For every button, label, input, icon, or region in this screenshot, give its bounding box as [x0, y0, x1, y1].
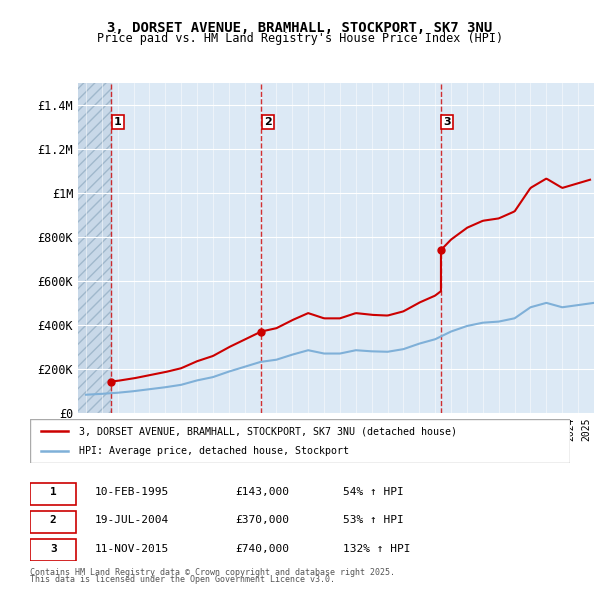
Text: 10-FEB-1995: 10-FEB-1995 — [95, 487, 169, 497]
Text: 53% ↑ HPI: 53% ↑ HPI — [343, 515, 404, 525]
Text: 3: 3 — [443, 117, 451, 127]
Text: 132% ↑ HPI: 132% ↑ HPI — [343, 543, 410, 553]
Bar — [78, 83, 112, 413]
Text: 3, DORSET AVENUE, BRAMHALL, STOCKPORT, SK7 3NU (detached house): 3, DORSET AVENUE, BRAMHALL, STOCKPORT, S… — [79, 427, 457, 436]
Text: 1: 1 — [50, 487, 56, 497]
Text: 2: 2 — [50, 515, 56, 525]
FancyBboxPatch shape — [30, 419, 570, 463]
Text: HPI: Average price, detached house, Stockport: HPI: Average price, detached house, Stoc… — [79, 446, 349, 455]
FancyBboxPatch shape — [30, 539, 76, 562]
Text: Price paid vs. HM Land Registry's House Price Index (HPI): Price paid vs. HM Land Registry's House … — [97, 32, 503, 45]
Text: 54% ↑ HPI: 54% ↑ HPI — [343, 487, 404, 497]
Text: 3, DORSET AVENUE, BRAMHALL, STOCKPORT, SK7 3NU: 3, DORSET AVENUE, BRAMHALL, STOCKPORT, S… — [107, 21, 493, 35]
Text: £143,000: £143,000 — [235, 487, 289, 497]
Text: 1: 1 — [114, 117, 122, 127]
Text: £370,000: £370,000 — [235, 515, 289, 525]
FancyBboxPatch shape — [30, 483, 76, 504]
Text: 19-JUL-2004: 19-JUL-2004 — [95, 515, 169, 525]
Text: This data is licensed under the Open Government Licence v3.0.: This data is licensed under the Open Gov… — [30, 575, 335, 584]
Text: Contains HM Land Registry data © Crown copyright and database right 2025.: Contains HM Land Registry data © Crown c… — [30, 568, 395, 577]
Bar — [78, 83, 112, 413]
Text: £740,000: £740,000 — [235, 543, 289, 553]
Text: 11-NOV-2015: 11-NOV-2015 — [95, 543, 169, 553]
Text: 2: 2 — [264, 117, 272, 127]
Text: 3: 3 — [50, 543, 56, 553]
FancyBboxPatch shape — [30, 511, 76, 533]
